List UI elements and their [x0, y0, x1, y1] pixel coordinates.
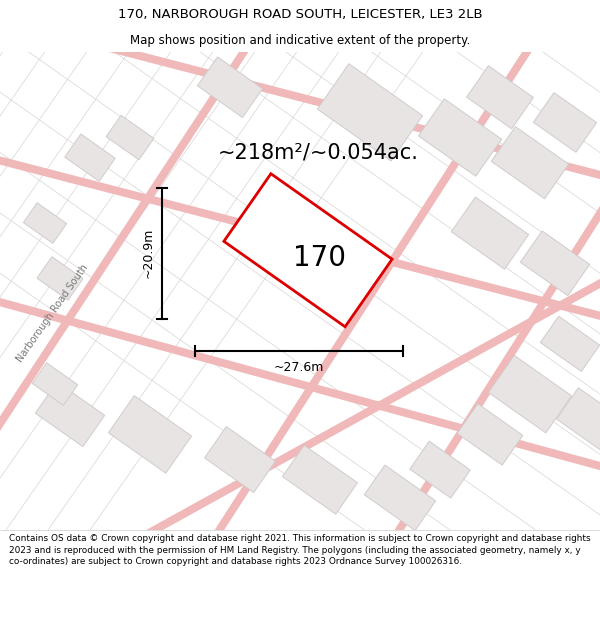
Polygon shape: [410, 441, 470, 498]
Polygon shape: [106, 115, 154, 160]
Polygon shape: [23, 202, 67, 243]
Polygon shape: [541, 316, 599, 371]
Polygon shape: [0, 3, 600, 192]
Polygon shape: [224, 174, 392, 327]
Polygon shape: [491, 127, 569, 199]
Text: Map shows position and indicative extent of the property.: Map shows position and indicative extent…: [130, 34, 470, 47]
Polygon shape: [488, 356, 572, 433]
Polygon shape: [197, 57, 263, 118]
Polygon shape: [0, 144, 600, 332]
Polygon shape: [37, 257, 83, 300]
Polygon shape: [98, 224, 600, 564]
Polygon shape: [205, 427, 275, 493]
Polygon shape: [520, 231, 590, 296]
Polygon shape: [557, 388, 600, 451]
Polygon shape: [377, 85, 600, 562]
Text: 170: 170: [293, 244, 347, 272]
Polygon shape: [0, 0, 283, 502]
Polygon shape: [32, 363, 78, 406]
Polygon shape: [533, 92, 596, 152]
Text: Narborough Road South: Narborough Road South: [14, 263, 89, 364]
Polygon shape: [0, 284, 600, 484]
Polygon shape: [457, 404, 523, 465]
Polygon shape: [283, 445, 358, 514]
Polygon shape: [418, 99, 502, 176]
Text: ~27.6m: ~27.6m: [274, 361, 324, 374]
Polygon shape: [35, 382, 104, 447]
Polygon shape: [109, 396, 191, 473]
Text: ~20.9m: ~20.9m: [142, 228, 155, 279]
Polygon shape: [65, 134, 115, 181]
Polygon shape: [467, 66, 533, 129]
Text: 170, NARBOROUGH ROAD SOUTH, LEICESTER, LE3 2LB: 170, NARBOROUGH ROAD SOUTH, LEICESTER, L…: [118, 8, 482, 21]
Text: ~218m²/~0.054ac.: ~218m²/~0.054ac.: [218, 142, 419, 162]
Text: Contains OS data © Crown copyright and database right 2021. This information is : Contains OS data © Crown copyright and d…: [9, 534, 590, 566]
Polygon shape: [317, 64, 422, 161]
Polygon shape: [451, 197, 529, 269]
Polygon shape: [197, 45, 533, 562]
Polygon shape: [364, 465, 436, 531]
